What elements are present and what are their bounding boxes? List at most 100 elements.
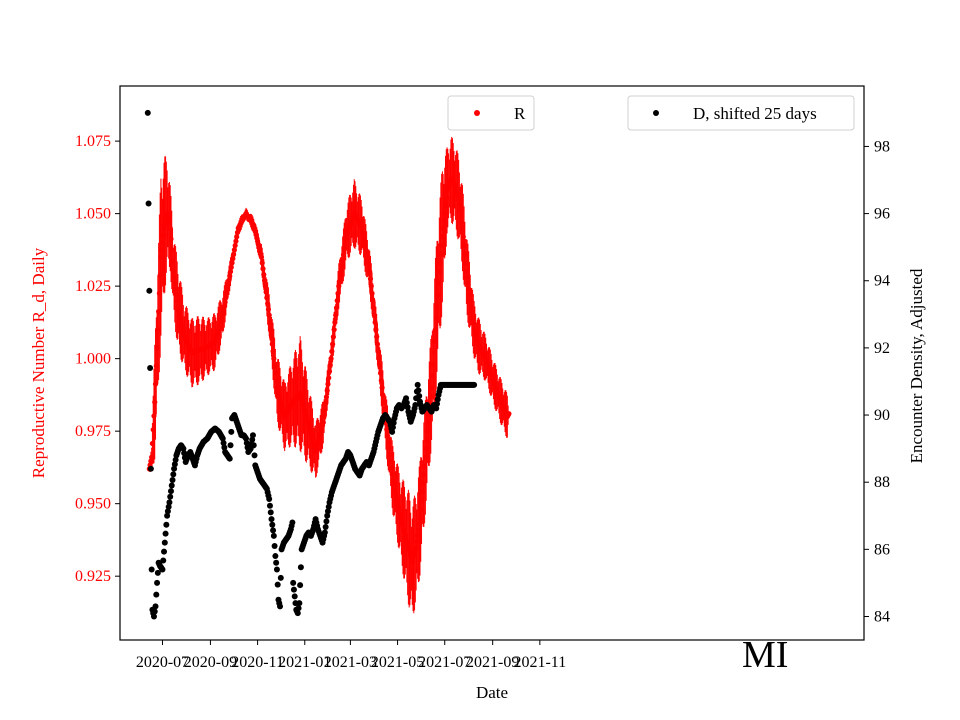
d-point	[160, 557, 167, 564]
y-right-tick-label: 92	[874, 340, 890, 357]
y-right-tick-label: 90	[874, 407, 890, 424]
y-left-tick-label: 0.975	[75, 423, 111, 440]
d-point	[147, 365, 154, 372]
y-axis-right-label: Encounter Density, Adjusted	[907, 268, 926, 463]
d-point	[161, 539, 168, 546]
d-point	[164, 512, 171, 519]
legend-r-marker	[474, 110, 480, 116]
d-point	[325, 503, 332, 510]
d-point	[434, 400, 441, 407]
x-tick-label: 2020-07	[136, 654, 189, 671]
d-point	[227, 442, 234, 449]
d-point	[163, 521, 170, 528]
legend-r-box	[447, 95, 535, 131]
d-point	[414, 381, 421, 388]
d-point	[324, 512, 331, 519]
d-point	[161, 548, 168, 555]
d-point	[272, 553, 279, 560]
plot-frame	[119, 85, 865, 641]
d-point	[267, 509, 274, 516]
d-point	[403, 395, 410, 402]
d-point	[164, 508, 171, 515]
r-point	[228, 264, 234, 270]
legend-d-box	[627, 95, 855, 131]
d-point	[221, 444, 228, 451]
d-point	[321, 529, 328, 536]
r-point	[369, 290, 375, 296]
d-point	[269, 521, 276, 528]
d-point	[324, 508, 331, 515]
d-point	[277, 574, 284, 581]
y-right-tick-label: 94	[874, 273, 890, 290]
d-point	[390, 419, 397, 426]
d-point	[170, 471, 177, 478]
d-point	[172, 456, 179, 463]
d-point	[144, 109, 151, 116]
d-point	[266, 502, 273, 509]
d-point	[433, 405, 440, 412]
d-point	[220, 440, 227, 447]
d-point	[180, 445, 187, 452]
d-point	[219, 435, 226, 442]
d-point	[412, 401, 419, 408]
y-left-tick-label: 1.000	[75, 351, 111, 368]
d-point	[250, 442, 257, 449]
d-point	[270, 532, 277, 539]
d-point	[242, 435, 249, 442]
d-point	[471, 381, 478, 388]
legend-r: R	[447, 95, 535, 131]
y-left-tick-label: 0.950	[75, 496, 111, 513]
d-point	[277, 603, 284, 610]
d-point	[148, 566, 155, 573]
d-point	[273, 566, 280, 573]
legend-d-marker	[653, 110, 659, 116]
r-point	[506, 411, 512, 417]
y-axis-left-label: Reproductive Number R_d, Daily	[29, 247, 48, 478]
y-left-tick-label: 1.050	[75, 206, 111, 223]
d-point	[147, 465, 154, 472]
y-left-tick-label: 0.925	[75, 568, 111, 585]
d-point	[322, 523, 329, 530]
d-point	[289, 519, 296, 526]
d-point	[403, 399, 410, 406]
d-point	[166, 499, 173, 506]
x-tick-label: 2020-09	[184, 654, 237, 671]
d-series-layer	[144, 109, 478, 620]
d-point	[226, 455, 233, 462]
d-point	[268, 516, 275, 523]
x-tick-label: 2021-07	[418, 654, 471, 671]
d-point	[243, 440, 250, 447]
d-point	[271, 542, 278, 549]
legend-d-label: D, shifted 25 days	[693, 104, 817, 123]
d-point	[297, 564, 304, 571]
d-point	[290, 586, 297, 593]
x-tick-label: 2021-11	[513, 654, 566, 671]
x-tick-label: 2020-11	[231, 654, 284, 671]
d-point	[249, 432, 256, 439]
d-point	[145, 200, 152, 207]
state-annotation: MI	[742, 634, 788, 676]
r-point	[326, 375, 332, 381]
y-right-tick-label: 88	[874, 474, 890, 491]
d-point	[159, 566, 166, 573]
d-point	[389, 428, 396, 435]
d-point	[323, 518, 330, 525]
d-point	[152, 603, 159, 610]
x-tick-label: 2021-01	[278, 654, 331, 671]
d-point	[162, 530, 169, 537]
d-point	[167, 493, 174, 500]
d-point	[404, 404, 411, 411]
d-point	[389, 424, 396, 431]
d-point	[291, 593, 298, 600]
d-point	[146, 287, 153, 294]
y-left-tick-label: 1.075	[75, 133, 111, 150]
d-point	[297, 582, 304, 589]
d-point	[154, 579, 161, 586]
d-point	[416, 393, 423, 400]
x-axis-label: Date	[476, 683, 508, 702]
y-right-tick-label: 96	[874, 206, 890, 223]
legend-r-label: R	[514, 104, 526, 123]
r-series-layer	[146, 136, 512, 614]
d-point	[434, 396, 441, 403]
